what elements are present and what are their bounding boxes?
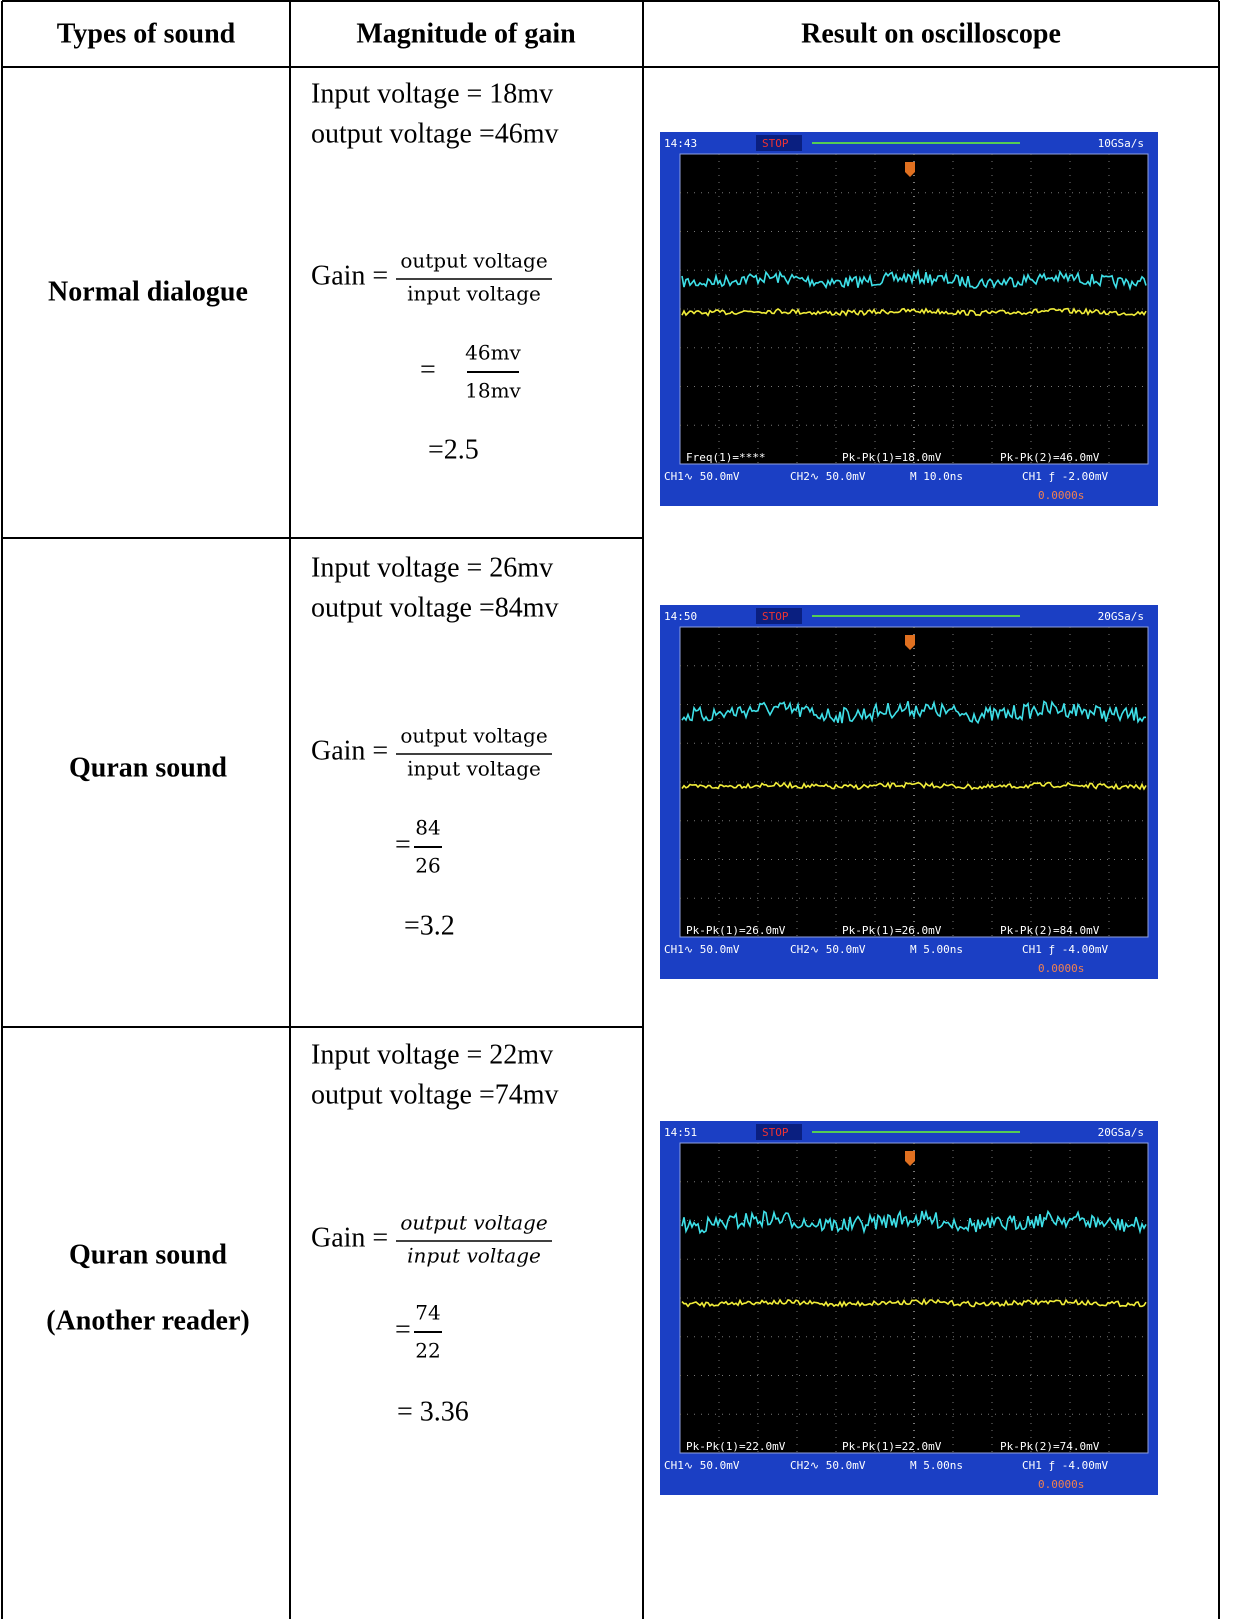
- gain-result: = 3.36: [397, 1396, 469, 1427]
- scope-measure: Pk-Pk(2)=46.0mV: [1000, 451, 1100, 464]
- document: Types of sound Magnitude of gain Result on…: [0, 0, 1258, 1619]
- scope-trigger: 0.0000s: [1038, 489, 1084, 502]
- scope-measure: Pk-Pk(2)=74.0mV: [1000, 1440, 1100, 1453]
- input-voltage: Input voltage = 26mv: [311, 552, 553, 583]
- gain-label: Gain =: [311, 735, 388, 766]
- equals-sign: =: [395, 1314, 411, 1345]
- value-denominator: 18mv: [465, 379, 521, 403]
- scope-status: M 10.0ns: [910, 470, 963, 483]
- gain-label: Gain =: [311, 260, 388, 291]
- scope-status: CH1 ƒ -4.00mV: [1022, 1459, 1108, 1472]
- scope-measure: Pk-Pk(1)=22.0mV: [686, 1440, 786, 1453]
- scope-state: STOP: [762, 610, 789, 623]
- scope-trigger: 0.0000s: [1038, 1478, 1084, 1491]
- scope-measure: Pk-Pk(1)=26.0mV: [686, 924, 786, 937]
- formula-denominator: input voltage: [407, 1244, 541, 1268]
- scope-rate: 20GSa/s: [1098, 1126, 1144, 1139]
- input-voltage: Input voltage = 18mv: [311, 78, 553, 109]
- formula-denominator: input voltage: [407, 282, 541, 306]
- scope-state: STOP: [762, 137, 789, 150]
- value-numerator: 74: [415, 1301, 440, 1325]
- sound-type: Quran sound: [69, 1239, 227, 1270]
- column-header: Magnitude of gain: [356, 18, 576, 49]
- value-numerator: 84: [415, 816, 440, 840]
- output-voltage: output voltage =74mv: [311, 1079, 559, 1110]
- scope-time: 14:51: [664, 1126, 697, 1139]
- table-row: Quran sound (Another reader) Input voltage…: [46, 1039, 558, 1427]
- scope-status: CH1∿ 50.0mV: [664, 1459, 740, 1472]
- scope-measure: Pk-Pk(1)=22.0mV: [842, 1440, 942, 1453]
- gain-result: =2.5: [428, 434, 479, 465]
- scope-measure: Pk-Pk(1)=26.0mV: [842, 924, 942, 937]
- input-voltage: Input voltage = 22mv: [311, 1039, 553, 1070]
- scope-rate: 20GSa/s: [1098, 610, 1144, 623]
- scope-measure: Pk-Pk(2)=84.0mV: [1000, 924, 1100, 937]
- table-row: Quran sound Input voltage = 26mv output vo…: [69, 552, 559, 941]
- oscilloscope-screenshot: 14:50 STOP 20GSa/s Pk-Pk(1)=26.0mV Pk-Pk(1)=…: [660, 605, 1158, 979]
- oscilloscope-screenshot: 14:43 STOP 10GSa/s Freq(1)=**** Pk-Pk(1)=18.…: [660, 132, 1158, 506]
- oscilloscope-screenshot: 14:51 STOP 20GSa/s Pk-Pk(1)=22.0mV Pk-Pk(1)=…: [660, 1121, 1158, 1495]
- scope-status: M 5.00ns: [910, 943, 963, 956]
- scope-status: CH1 ƒ -4.00mV: [1022, 943, 1108, 956]
- scope-status: CH1 ƒ -2.00mV: [1022, 470, 1108, 483]
- value-denominator: 26: [415, 854, 440, 878]
- equals-sign: =: [420, 354, 436, 385]
- formula-numerator: output voltage: [400, 724, 547, 748]
- column-header: Types of sound: [57, 18, 236, 49]
- table-row: Normal dialogue Input voltage = 18mv outpu…: [48, 78, 558, 465]
- scope-status: CH2∿ 50.0mV: [790, 470, 866, 483]
- formula-numerator: output voltage: [400, 1211, 547, 1235]
- scope-measure: Pk-Pk(1)=18.0mV: [842, 451, 942, 464]
- gain-result: =3.2: [404, 910, 455, 941]
- scope-rate: 10GSa/s: [1098, 137, 1144, 150]
- scope-status: CH2∿ 50.0mV: [790, 1459, 866, 1472]
- value-denominator: 22: [415, 1339, 440, 1363]
- scope-time: 14:43: [664, 137, 697, 150]
- sound-type: (Another reader): [46, 1305, 249, 1336]
- output-voltage: output voltage =46mv: [311, 118, 559, 149]
- sound-type: Normal dialogue: [48, 276, 248, 307]
- scope-status: CH1∿ 50.0mV: [664, 943, 740, 956]
- formula-numerator: output voltage: [400, 249, 547, 273]
- value-numerator: 46mv: [465, 341, 521, 365]
- scope-state: STOP: [762, 1126, 789, 1139]
- column-header: Result on oscilloscope: [801, 18, 1061, 49]
- scope-status: CH1∿ 50.0mV: [664, 470, 740, 483]
- scope-measure: Freq(1)=****: [686, 451, 765, 464]
- sound-type: Quran sound: [69, 752, 227, 783]
- scope-time: 14:50: [664, 610, 697, 623]
- equals-sign: =: [395, 829, 411, 860]
- output-voltage: output voltage =84mv: [311, 592, 559, 623]
- gain-label: Gain =: [311, 1222, 388, 1253]
- scope-status: M 5.00ns: [910, 1459, 963, 1472]
- scope-status: CH2∿ 50.0mV: [790, 943, 866, 956]
- scope-trigger: 0.0000s: [1038, 962, 1084, 975]
- formula-denominator: input voltage: [407, 757, 541, 781]
